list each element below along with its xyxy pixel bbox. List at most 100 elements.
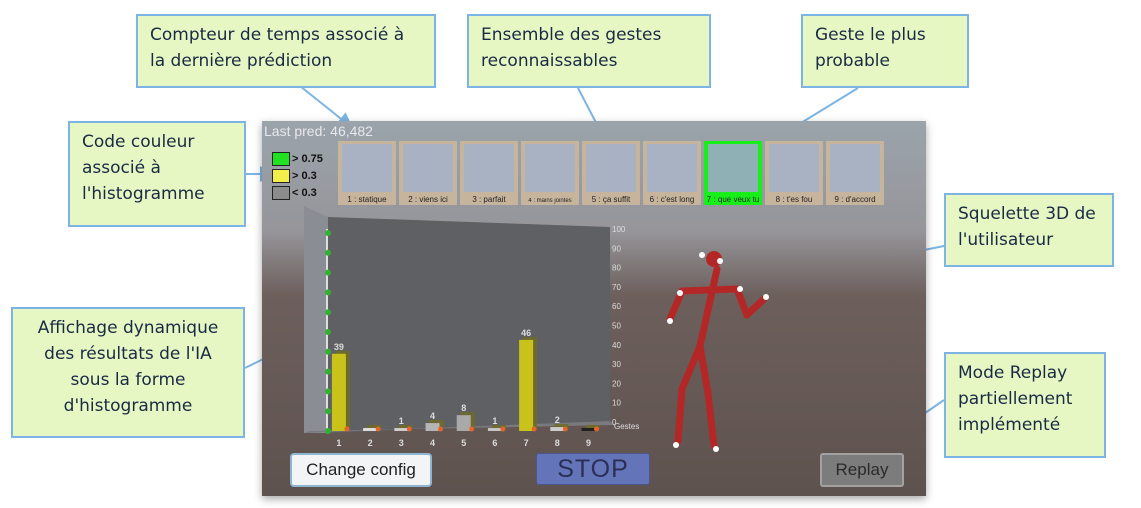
- bar-data-label: 8: [461, 403, 466, 413]
- gesture-label: 8 : t'es fou: [775, 195, 813, 204]
- stop-button[interactable]: STOP: [536, 453, 650, 485]
- axis-marker: [325, 428, 331, 434]
- bar-base-marker: [406, 426, 412, 432]
- skeleton-right-shin: [704, 389, 718, 450]
- bar-base-marker: [562, 426, 568, 432]
- skeleton-spine: [696, 265, 721, 350]
- bar-6: [487, 428, 502, 431]
- callout-skeleton: Squelette 3D de l'utilisateur: [944, 193, 1114, 267]
- gesture-thumbnail: [830, 144, 880, 192]
- gesture-label: 6 : c'est long: [649, 195, 695, 204]
- change-config-button[interactable]: Change config: [290, 453, 432, 487]
- y-tick-label: 30: [612, 360, 621, 369]
- bar-3: [394, 428, 409, 431]
- bar-7: [519, 339, 534, 431]
- bar-shadow: [367, 425, 382, 428]
- axis-marker: [325, 368, 331, 375]
- gesture-label: 5 : ça suffit: [591, 195, 631, 204]
- skeleton-right-upper-arm: [733, 285, 751, 319]
- bar-shadow: [491, 425, 506, 428]
- y-tick-label: 80: [612, 264, 621, 273]
- skeleton-joint: [737, 286, 743, 292]
- bar-data-label: 39: [334, 342, 344, 352]
- gesture-card-8[interactable]: 8 : t'es fou: [765, 141, 823, 205]
- bar-base-marker: [375, 426, 381, 432]
- axis-marker: [325, 289, 331, 296]
- legend-swatch: [272, 186, 290, 200]
- gesture-card-5[interactable]: 5 : ça suffit: [582, 141, 640, 205]
- gesture-card-6[interactable]: 6 : c'est long: [643, 141, 701, 205]
- y-tick-label: 60: [612, 302, 621, 311]
- skeleton-joint: [673, 442, 679, 448]
- y-tick-label: 20: [612, 379, 621, 388]
- callout-color-code: Code couleur associé à l'histogramme: [68, 121, 246, 227]
- gesture-card-9[interactable]: 9 : d'accord: [826, 141, 884, 205]
- legend-label: > 0.75: [292, 153, 323, 165]
- gesture-card-3[interactable]: 3 : parfait: [460, 141, 518, 205]
- y-tick-label: 50: [612, 322, 621, 331]
- bar-2: [363, 428, 378, 431]
- gesture-label: 4 : mains jointes: [528, 198, 572, 204]
- skeleton-joint: [699, 252, 705, 258]
- callout-dynamic-display: Affichage dynamique des résultats de l'I…: [11, 307, 245, 438]
- gesture-thumbnail: [403, 144, 453, 192]
- axis-marker: [325, 249, 331, 256]
- skeleton-joint: [763, 294, 769, 300]
- gesture-thumbnail: [708, 144, 758, 192]
- gesture-card-4[interactable]: 4 : mains jointes: [521, 141, 579, 205]
- bar-shadow: [554, 424, 569, 428]
- callout-replay-mode: Mode Replay partiellement implémenté: [944, 352, 1106, 458]
- gesture-thumbnail: [525, 144, 575, 192]
- legend-label: < 0.3: [292, 187, 317, 199]
- callout-timer: Compteur de temps associé à la dernière …: [136, 14, 436, 88]
- bar-shadow: [398, 425, 413, 428]
- gesture-label: 9 : d'accord: [834, 195, 876, 204]
- x-tick-label: 5: [461, 438, 466, 448]
- chart-side-panel: [304, 206, 328, 433]
- gesture-label: 7 : que veux tu: [706, 195, 760, 204]
- legend-row-low: < 0.3: [272, 186, 317, 200]
- bar-base-marker: [500, 426, 506, 432]
- gesture-label: 1 : statique: [347, 195, 387, 204]
- gesture-card-7-selected[interactable]: 7 : que veux tu: [704, 141, 762, 205]
- x-tick-label: 6: [492, 438, 497, 448]
- bar-base-marker: [344, 426, 350, 432]
- x-tick-label: 9: [586, 438, 591, 448]
- callout-gesture-set: Ensemble des gestes reconnaissables: [467, 14, 711, 88]
- callout-likely-gesture: Geste le plus probable: [801, 14, 969, 88]
- x-tick-label: 2: [368, 438, 373, 448]
- y-tick-label: 10: [612, 399, 621, 408]
- gesture-card-2[interactable]: 2 : viens ici: [399, 141, 457, 205]
- gesture-label: 3 : parfait: [472, 195, 506, 204]
- gesture-thumbnail: [586, 144, 636, 192]
- axis-marker: [325, 269, 331, 276]
- arrow-timer: [299, 85, 354, 129]
- legend-swatch: [272, 169, 290, 183]
- bar-5: [456, 415, 471, 431]
- bar-base-marker: [469, 426, 475, 432]
- skeleton-shoulders: [678, 285, 741, 295]
- y-tick-label: 0: [612, 418, 617, 427]
- replay-button[interactable]: Replay: [820, 453, 904, 487]
- skeleton-left-shin: [674, 385, 686, 445]
- skeleton-left-thigh: [678, 342, 704, 393]
- bar-base-marker: [531, 426, 537, 432]
- y-tick-label: 40: [612, 341, 621, 350]
- x-tick-label: 3: [399, 438, 404, 448]
- gesture-card-1[interactable]: 1 : statique: [338, 141, 396, 205]
- bar-base-marker: [438, 426, 444, 432]
- x-tick-label: 8: [555, 438, 560, 448]
- bar-4: [425, 423, 440, 431]
- legend-label: > 0.3: [292, 170, 317, 182]
- x-tick-label: 4: [430, 438, 435, 448]
- skeleton-joints: [667, 252, 769, 452]
- bar-data-label: 1: [492, 416, 497, 426]
- axis-marker: [325, 329, 331, 335]
- axis-marker: [325, 348, 331, 355]
- y-tick-label: 90: [612, 244, 621, 253]
- bar-base-marker: [594, 426, 600, 432]
- y-tick-label: 70: [612, 283, 621, 292]
- bar-shadow: [585, 425, 600, 428]
- x-tick-label: 7: [524, 438, 529, 448]
- last-pred-counter: Last pred: 46,482: [264, 123, 373, 139]
